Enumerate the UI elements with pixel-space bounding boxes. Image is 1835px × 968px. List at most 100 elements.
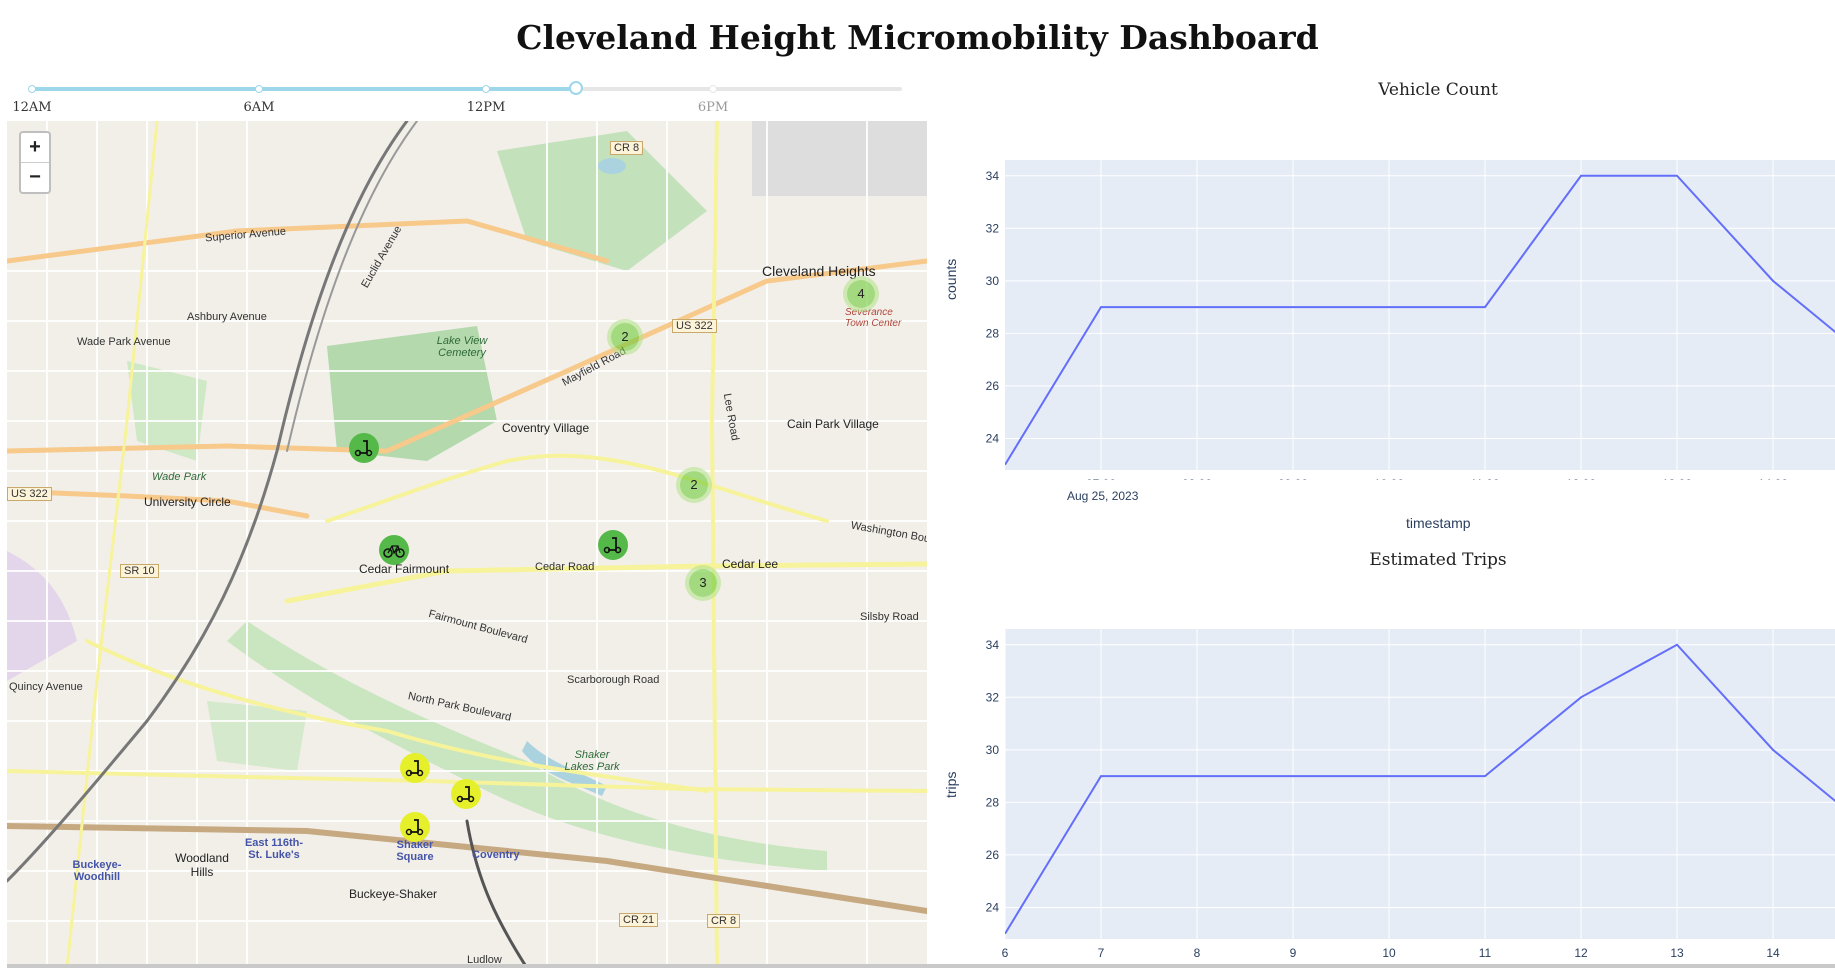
scooter-icon [405, 819, 424, 836]
vehicle-count-x-tick-label: 09:00 [1278, 477, 1308, 480]
estimated-trips-title: Estimated Trips [1369, 550, 1507, 570]
map-cluster-marker[interactable]: 3 [689, 569, 717, 597]
zoom-in-button[interactable]: + [29, 136, 41, 158]
horizontal-scrollbar[interactable] [7, 964, 1835, 968]
map-label-shaker-square: Shaker Square [396, 839, 434, 863]
vehicle-count-x-tick-label: 07:00 [1086, 477, 1116, 480]
map-cluster-marker[interactable]: 2 [680, 471, 708, 499]
map-label-shaker-lakes: Shaker Lakes Park [564, 749, 620, 773]
slider-mark-6am: 6AM [243, 100, 275, 115]
map-label-cedar-lee: Cedar Lee [722, 557, 779, 571]
scooter-icon [405, 760, 424, 777]
vehicle-count-chart[interactable]: 24 26 28 30 32 34 07:00 08:00 09:00 10:00 11:00 12:… [945, 160, 1835, 480]
vehicle-count-x-tick-label: 10:00 [1374, 477, 1404, 480]
map-label-university-circle: University Circle [144, 495, 231, 509]
slider-mark-6pm: 6PM [697, 100, 729, 115]
scooter-marker[interactable] [598, 530, 628, 560]
estimated-trips-x-tick-label: 13 [1670, 946, 1684, 960]
vehicle-count-series-line[interactable] [1005, 174, 1835, 466]
map-label-wade-park-avenue: Wade Park Avenue [77, 336, 171, 348]
map-cluster-marker[interactable]: 4 [847, 280, 875, 308]
estimated-trips-y-tick-label: 32 [986, 690, 1000, 704]
vehicle-count-date-label: Aug 25, 2023 [1067, 489, 1139, 503]
map-label-east-116th: East 116th- St. Luke's [244, 837, 304, 861]
vehicle-count-ylabel: counts [943, 258, 959, 300]
slider-dot-6am[interactable] [255, 85, 263, 93]
map-label-cleveland-heights: Cleveland Heights [762, 263, 876, 279]
scooter-marker[interactable] [400, 812, 430, 842]
scooter-marker[interactable] [349, 433, 379, 463]
vehicle-count-y-tick-label: 30 [986, 274, 1000, 288]
estimated-trips-x-tick-label: 9 [1290, 946, 1297, 960]
estimated-trips-x-tick-label: 14 [1766, 946, 1780, 960]
estimated-trips-x-tick-label: 6 [1002, 946, 1009, 960]
vehicle-count-title: Vehicle Count [1378, 80, 1498, 100]
time-slider[interactable]: 12AM 6AM 12PM 6PM [12, 80, 905, 120]
slider-dot-12pm[interactable] [482, 85, 490, 93]
estimated-trips-ylabel: trips [943, 771, 959, 798]
map-label-cedar-fairmount: Cedar Fairmount [359, 562, 450, 576]
map-label-us322-west: US 322 [7, 487, 52, 501]
estimated-trips-x-tick-label: 8 [1194, 946, 1201, 960]
vehicle-count-x-tick-label: 13:00 [1662, 477, 1692, 480]
scooter-marker[interactable] [451, 779, 481, 809]
map-base-layer[interactable] [7, 121, 927, 968]
slider-track-fill [32, 87, 576, 91]
map-cluster-marker[interactable]: 2 [611, 323, 639, 351]
vehicle-count-xlabel: timestamp [1406, 515, 1471, 531]
slider-handle[interactable] [568, 81, 583, 95]
estimated-trips-y-tick-label: 26 [986, 848, 1000, 862]
map-label-us322: US 322 [672, 319, 717, 333]
map-label-woodland-hills: Woodland Hills [175, 851, 229, 879]
map-label-quincy: Quincy Avenue [9, 681, 83, 693]
map-label-cr21: CR 21 [619, 913, 659, 927]
map-label-silsby: Silsby Road [860, 611, 919, 623]
map-label-buckeye-woodhill: Buckeye- Woodhill [72, 859, 122, 883]
vehicle-count-x-tick-label: 08:00 [1182, 477, 1212, 480]
vehicle-count-y-tick-label: 28 [986, 326, 1000, 340]
map-label-ludlow: Ludlow [467, 954, 502, 966]
estimated-trips-x-tick-label: 12 [1574, 946, 1588, 960]
estimated-trips-x-tick-label: 7 [1098, 946, 1105, 960]
estimated-trips-x-tick-label: 10 [1382, 946, 1396, 960]
estimated-trips-x-tick-label: 11 [1479, 946, 1492, 960]
map-label-coventry-village: Coventry Village [502, 421, 590, 435]
map-label-cedar-road: Cedar Road [535, 561, 595, 573]
estimated-trips-y-tick-label: 24 [986, 900, 1000, 914]
vehicle-count-x-tick-label: 11:00 [1470, 477, 1499, 480]
estimated-trips-chart[interactable]: 24 26 28 30 32 34 6 7 8 9 10 11 12 13 14 [945, 629, 1835, 964]
map-label-cr8-south: CR 8 [707, 914, 741, 928]
scooter-icon [603, 537, 622, 554]
estimated-trips-y-tick-label: 34 [986, 638, 1000, 652]
bike-icon [383, 545, 405, 558]
dashboard-title: Cleveland Height Micromobility Dashboard [516, 18, 1319, 57]
bike-marker[interactable] [379, 535, 409, 565]
vehicle-count-y-tick-label: 32 [986, 221, 1000, 235]
slider-dot-6pm[interactable] [709, 85, 717, 93]
map-panel[interactable]: Cleveland Heights Severance Town Center … [7, 121, 927, 968]
map-label-ashbury: Ashbury Avenue [187, 311, 267, 323]
map-label-severance: Severance Town Center [845, 307, 902, 329]
map-label-cain-park: Cain Park Village [787, 417, 879, 431]
map-label-scarborough: Scarborough Road [567, 674, 660, 686]
map-label-cr8: CR 8 [610, 141, 644, 155]
estimated-trips-series-line[interactable] [1005, 643, 1835, 935]
estimated-trips-plot-area[interactable] [1005, 629, 1835, 939]
slider-mark-12pm: 12PM [466, 100, 506, 115]
estimated-trips-y-tick-label: 30 [986, 743, 1000, 757]
map-label-wade-park: Wade Park [152, 471, 207, 483]
map-zoom-control: + − [19, 131, 51, 194]
map-label-coventry-station: Coventry [472, 849, 520, 861]
vehicle-count-x-tick-label: 14:00 [1758, 477, 1788, 480]
slider-mark-12am: 12AM [12, 100, 52, 115]
map-label-lake-view: Lake View Cemetery [436, 335, 488, 359]
map-label-buckeye-shaker: Buckeye-Shaker [349, 887, 438, 901]
zoom-out-button[interactable]: − [21, 162, 49, 192]
estimated-trips-y-tick-label: 28 [986, 795, 1000, 809]
vehicle-count-plot-area[interactable] [1005, 160, 1835, 470]
vehicle-count-x-tick-label: 12:00 [1566, 477, 1596, 480]
scooter-marker[interactable] [400, 753, 430, 783]
map-label-sr10: SR 10 [120, 564, 159, 578]
slider-dot-12am[interactable] [28, 85, 36, 93]
vehicle-count-y-tick-label: 34 [986, 169, 1000, 183]
